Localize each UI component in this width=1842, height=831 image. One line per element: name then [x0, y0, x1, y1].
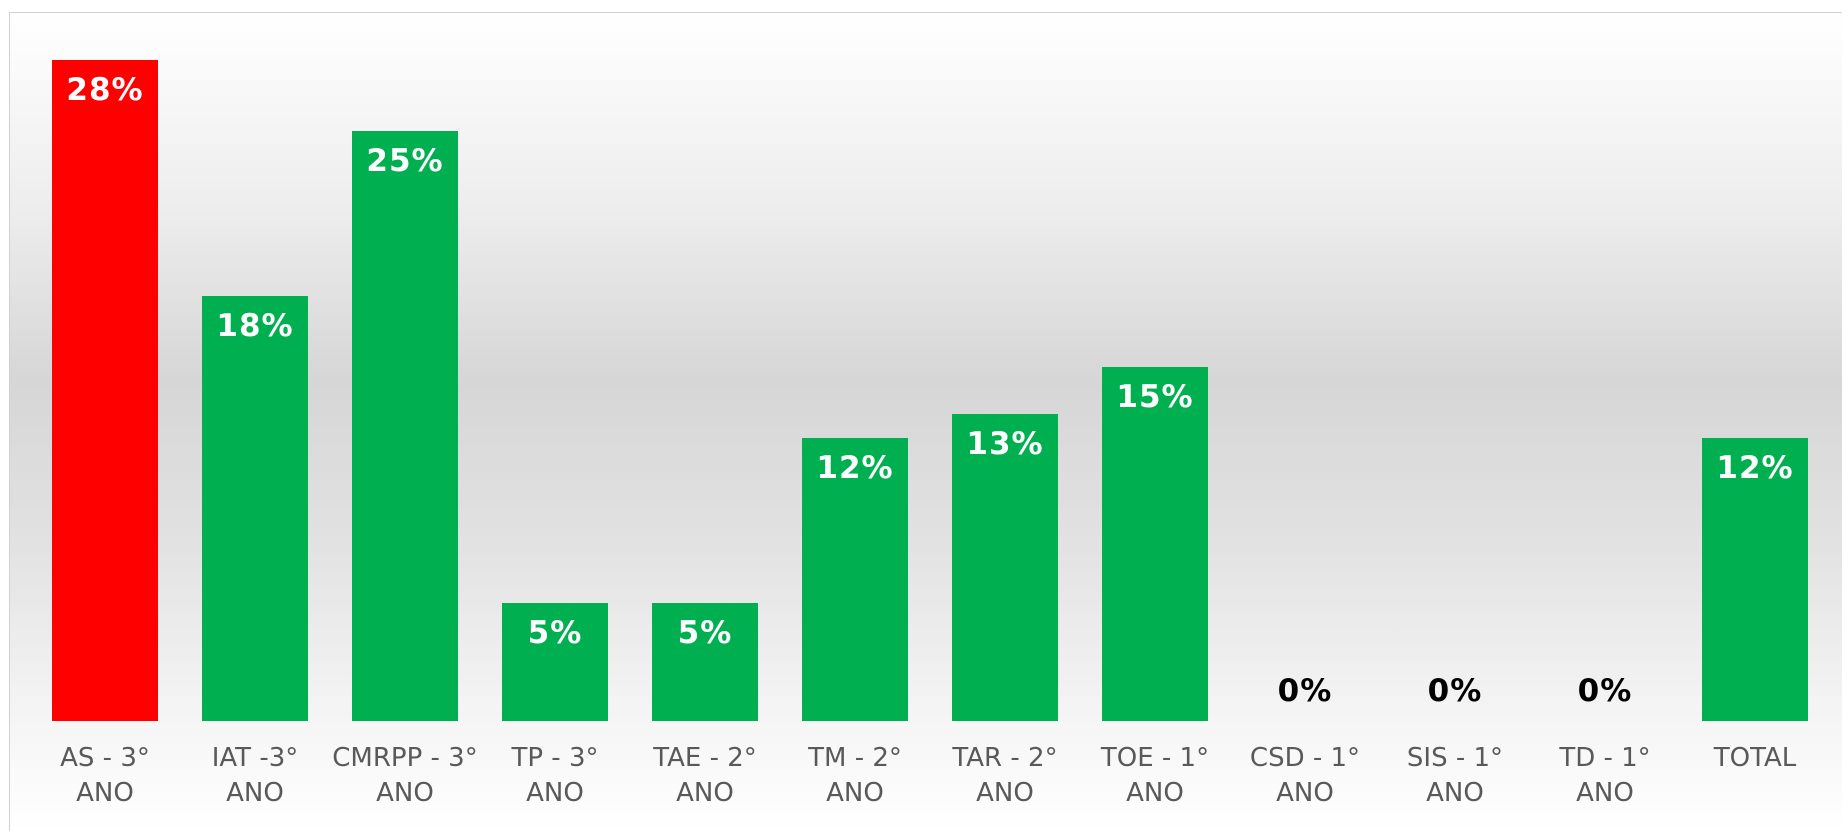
x-tick-label: CMRPP - 3° ANO: [332, 743, 478, 808]
bar: [1702, 437, 1808, 721]
bar: [1102, 366, 1208, 721]
value-label: 5%: [677, 614, 733, 651]
chart: 28% AS - 3° ANO 18% IAT -3° ANO 25% CMRPP - 3…: [9, 12, 1842, 831]
x-tick-label: SIS - 1° ANO: [1406, 743, 1504, 808]
x-tick-label: AS - 3° ANO: [60, 743, 150, 808]
bar: [52, 60, 158, 721]
x-tick-label: TOTAL: [1713, 743, 1797, 773]
value-label: 13%: [966, 426, 1044, 463]
bar: [952, 414, 1058, 721]
x-tick-label: TM - 2° ANO: [808, 743, 902, 808]
x-tick-label: IAT -3° ANO: [211, 743, 299, 808]
x-tick-label: CSD - 1° ANO: [1249, 743, 1361, 808]
value-label: 18%: [216, 308, 294, 345]
bar: [502, 602, 608, 721]
bar: [652, 602, 758, 721]
x-tick-label: TP - 3° ANO: [511, 743, 599, 808]
value-label: 12%: [1716, 449, 1794, 486]
value-label: 5%: [527, 614, 583, 651]
x-tick-label: TD - 1° ANO: [1559, 743, 1651, 808]
value-label: 25%: [366, 142, 444, 179]
value-label: 0%: [1427, 673, 1483, 709]
value-label: 0%: [1577, 673, 1633, 709]
bar: [352, 130, 458, 721]
bar: [202, 296, 308, 721]
value-label: 28%: [66, 72, 144, 108]
value-label: 0%: [1277, 673, 1333, 709]
x-tick-label: TAE - 2° ANO: [653, 743, 757, 808]
x-tick-label: TAR - 2° ANO: [952, 743, 1058, 808]
value-label: 12%: [816, 449, 894, 486]
value-label: 15%: [1116, 378, 1194, 415]
bar: [802, 437, 908, 721]
x-tick-label: TOE - 1° ANO: [1100, 743, 1210, 808]
